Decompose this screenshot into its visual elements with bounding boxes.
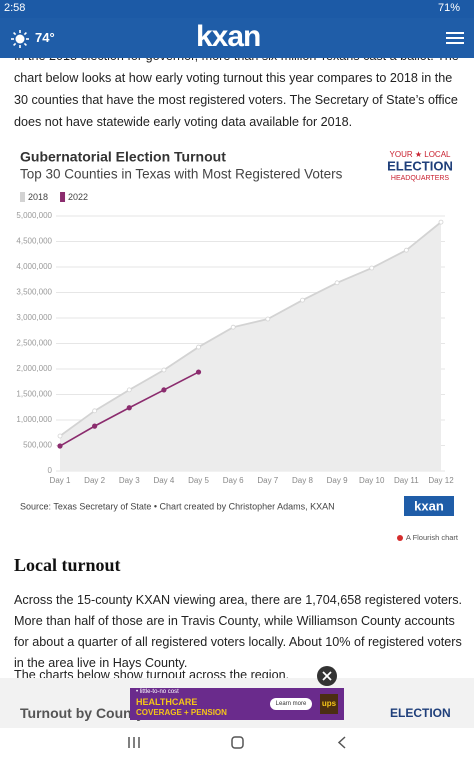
badge-line: HEADQUARTERS [391, 175, 450, 182]
next-chart-title: Turnout by County [20, 705, 145, 721]
series-line [59, 221, 442, 437]
battery: 71% [437, 2, 460, 14]
temperature: 74° [35, 30, 55, 45]
legend-label: 2022 [68, 192, 88, 202]
chart-logo: kxan [414, 498, 444, 513]
x-tick-label: Day 1 [50, 476, 71, 485]
status-bar: 2:58 71% [0, 0, 474, 18]
logo[interactable]: kxan [196, 20, 261, 53]
point [161, 387, 167, 393]
x-tick-label: Day 5 [188, 476, 209, 485]
source: Source: Texas Secretary of State • Chart… [20, 501, 335, 511]
ad-brand: ups [320, 694, 338, 714]
ad-text: COVERAGE + PENSION [136, 708, 227, 717]
y-tick-label: 5,000,000 [16, 211, 52, 220]
time: 2:58 [4, 2, 26, 14]
x-tick-label: Day 4 [153, 476, 174, 485]
badge-line: ELECTION [387, 158, 453, 173]
legend-item: 2018 [20, 192, 48, 202]
y-tick-label: 2,500,000 [16, 339, 52, 348]
y-tick-label: 4,000,000 [16, 262, 52, 271]
ad-text: HEALTHCARE [136, 697, 198, 707]
y-tick-label: 0 [48, 466, 53, 475]
point [57, 443, 63, 449]
point [161, 367, 167, 373]
flourish-dot [397, 535, 403, 541]
y-tick-label: 500,000 [23, 441, 52, 450]
chart-subtitle: Top 30 Counties in Texas with Most Regis… [20, 167, 343, 182]
section-heading: Local turnout [14, 555, 121, 575]
point [334, 280, 340, 286]
point [403, 247, 409, 253]
point [126, 405, 132, 411]
y-tick-label: 2,000,000 [16, 364, 52, 373]
x-tick-label: Day 9 [327, 476, 348, 485]
y-tick-label: 4,500,000 [16, 237, 52, 246]
point [369, 265, 375, 271]
y-tick-label: 3,000,000 [16, 313, 52, 322]
point [92, 408, 98, 414]
logo-box [404, 496, 454, 516]
back-button[interactable] [337, 736, 346, 749]
menu-button[interactable] [446, 31, 464, 45]
ad-banner[interactable]: • little-to-no cost HEALTHCARE COVERAGE … [130, 688, 344, 720]
ad-close[interactable] [317, 666, 337, 686]
point [126, 387, 132, 393]
site-header: 74° kxan [0, 18, 474, 58]
point [196, 344, 201, 350]
badge-small: ELECTION [390, 706, 451, 720]
credit[interactable]: A Flourish chart [406, 533, 459, 542]
x-tick-label: Day 8 [292, 476, 313, 485]
point [230, 324, 236, 330]
x-tick-label: Day 3 [119, 476, 140, 485]
y-tick-label: 1,000,000 [16, 415, 52, 424]
area [60, 222, 441, 471]
point [92, 423, 98, 429]
chart: Gubernatorial Election Turnout Top 30 Co… [16, 149, 459, 542]
x-tick-label: Day 11 [394, 476, 419, 485]
ad-text: • little-to-no cost [136, 689, 179, 695]
y-tick-label: 1,500,000 [16, 390, 52, 399]
x-tick-label: Day 12 [428, 476, 454, 485]
point [300, 297, 305, 303]
recent-apps[interactable] [128, 737, 140, 748]
intro-paragraph: In the 2018 election for governor, more … [14, 49, 459, 129]
ad-button[interactable]: Learn more [270, 698, 312, 710]
weather-icon [11, 30, 29, 48]
legend-swatch [20, 192, 25, 202]
x-tick-label: Day 2 [84, 476, 105, 485]
legend-label: 2018 [28, 192, 48, 202]
nav-bar [0, 728, 474, 758]
point [57, 433, 63, 439]
legend-swatch [60, 192, 66, 202]
point [438, 219, 444, 225]
x-tick-label: Day 6 [223, 476, 244, 485]
legend-item: 2022 [60, 192, 88, 202]
home-button[interactable] [231, 736, 244, 749]
election-badge: YOUR ★ LOCAL ELECTION HEADQUARTERS [387, 150, 453, 182]
paragraph: Across the 15-county KXAN viewing area, … [14, 593, 463, 670]
point [265, 316, 271, 322]
x-tick-label: Day 10 [359, 476, 385, 485]
badge-line: YOUR ★ LOCAL [390, 150, 452, 159]
y-tick-label: 3,500,000 [16, 288, 52, 297]
point [195, 369, 202, 375]
chart-title: Gubernatorial Election Turnout [20, 149, 226, 165]
x-tick-label: Day 7 [257, 476, 278, 485]
